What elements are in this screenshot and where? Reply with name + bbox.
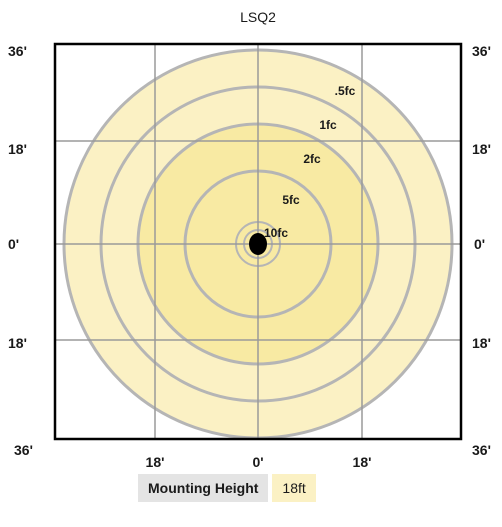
y-label-left-lower: 18' (8, 335, 27, 351)
mounting-height-value: 18ft (272, 474, 315, 502)
y-label-right-upper: 18' (472, 141, 491, 157)
mounting-height-label: Mounting Height (138, 474, 268, 502)
y-label-right-center: 0' (474, 236, 485, 252)
x-label-center: 0' (252, 454, 263, 470)
diagram-title: LSQ2 (240, 9, 276, 25)
y-label-left-upper: 18' (8, 141, 27, 157)
y-label-left-bottom: 36' (14, 442, 33, 458)
contour-label-0-5fc: .5fc (335, 84, 356, 98)
x-label-left: 18' (146, 454, 165, 470)
contour-label-5fc: 5fc (282, 193, 300, 207)
y-label-right-lower: 18' (472, 335, 491, 351)
y-label-left-top: 36' (8, 43, 27, 59)
y-label-left-center: 0' (8, 236, 19, 252)
y-label-right-bottom: 36' (472, 442, 491, 458)
mounting-height-panel: Mounting Height 18ft (138, 474, 316, 502)
contour-label-1fc: 1fc (319, 118, 337, 132)
contour-label-2fc: 2fc (303, 152, 321, 166)
contour-label-10fc: 10fc (264, 226, 288, 240)
x-label-right: 18' (353, 454, 372, 470)
y-label-right-top: 36' (472, 43, 491, 59)
